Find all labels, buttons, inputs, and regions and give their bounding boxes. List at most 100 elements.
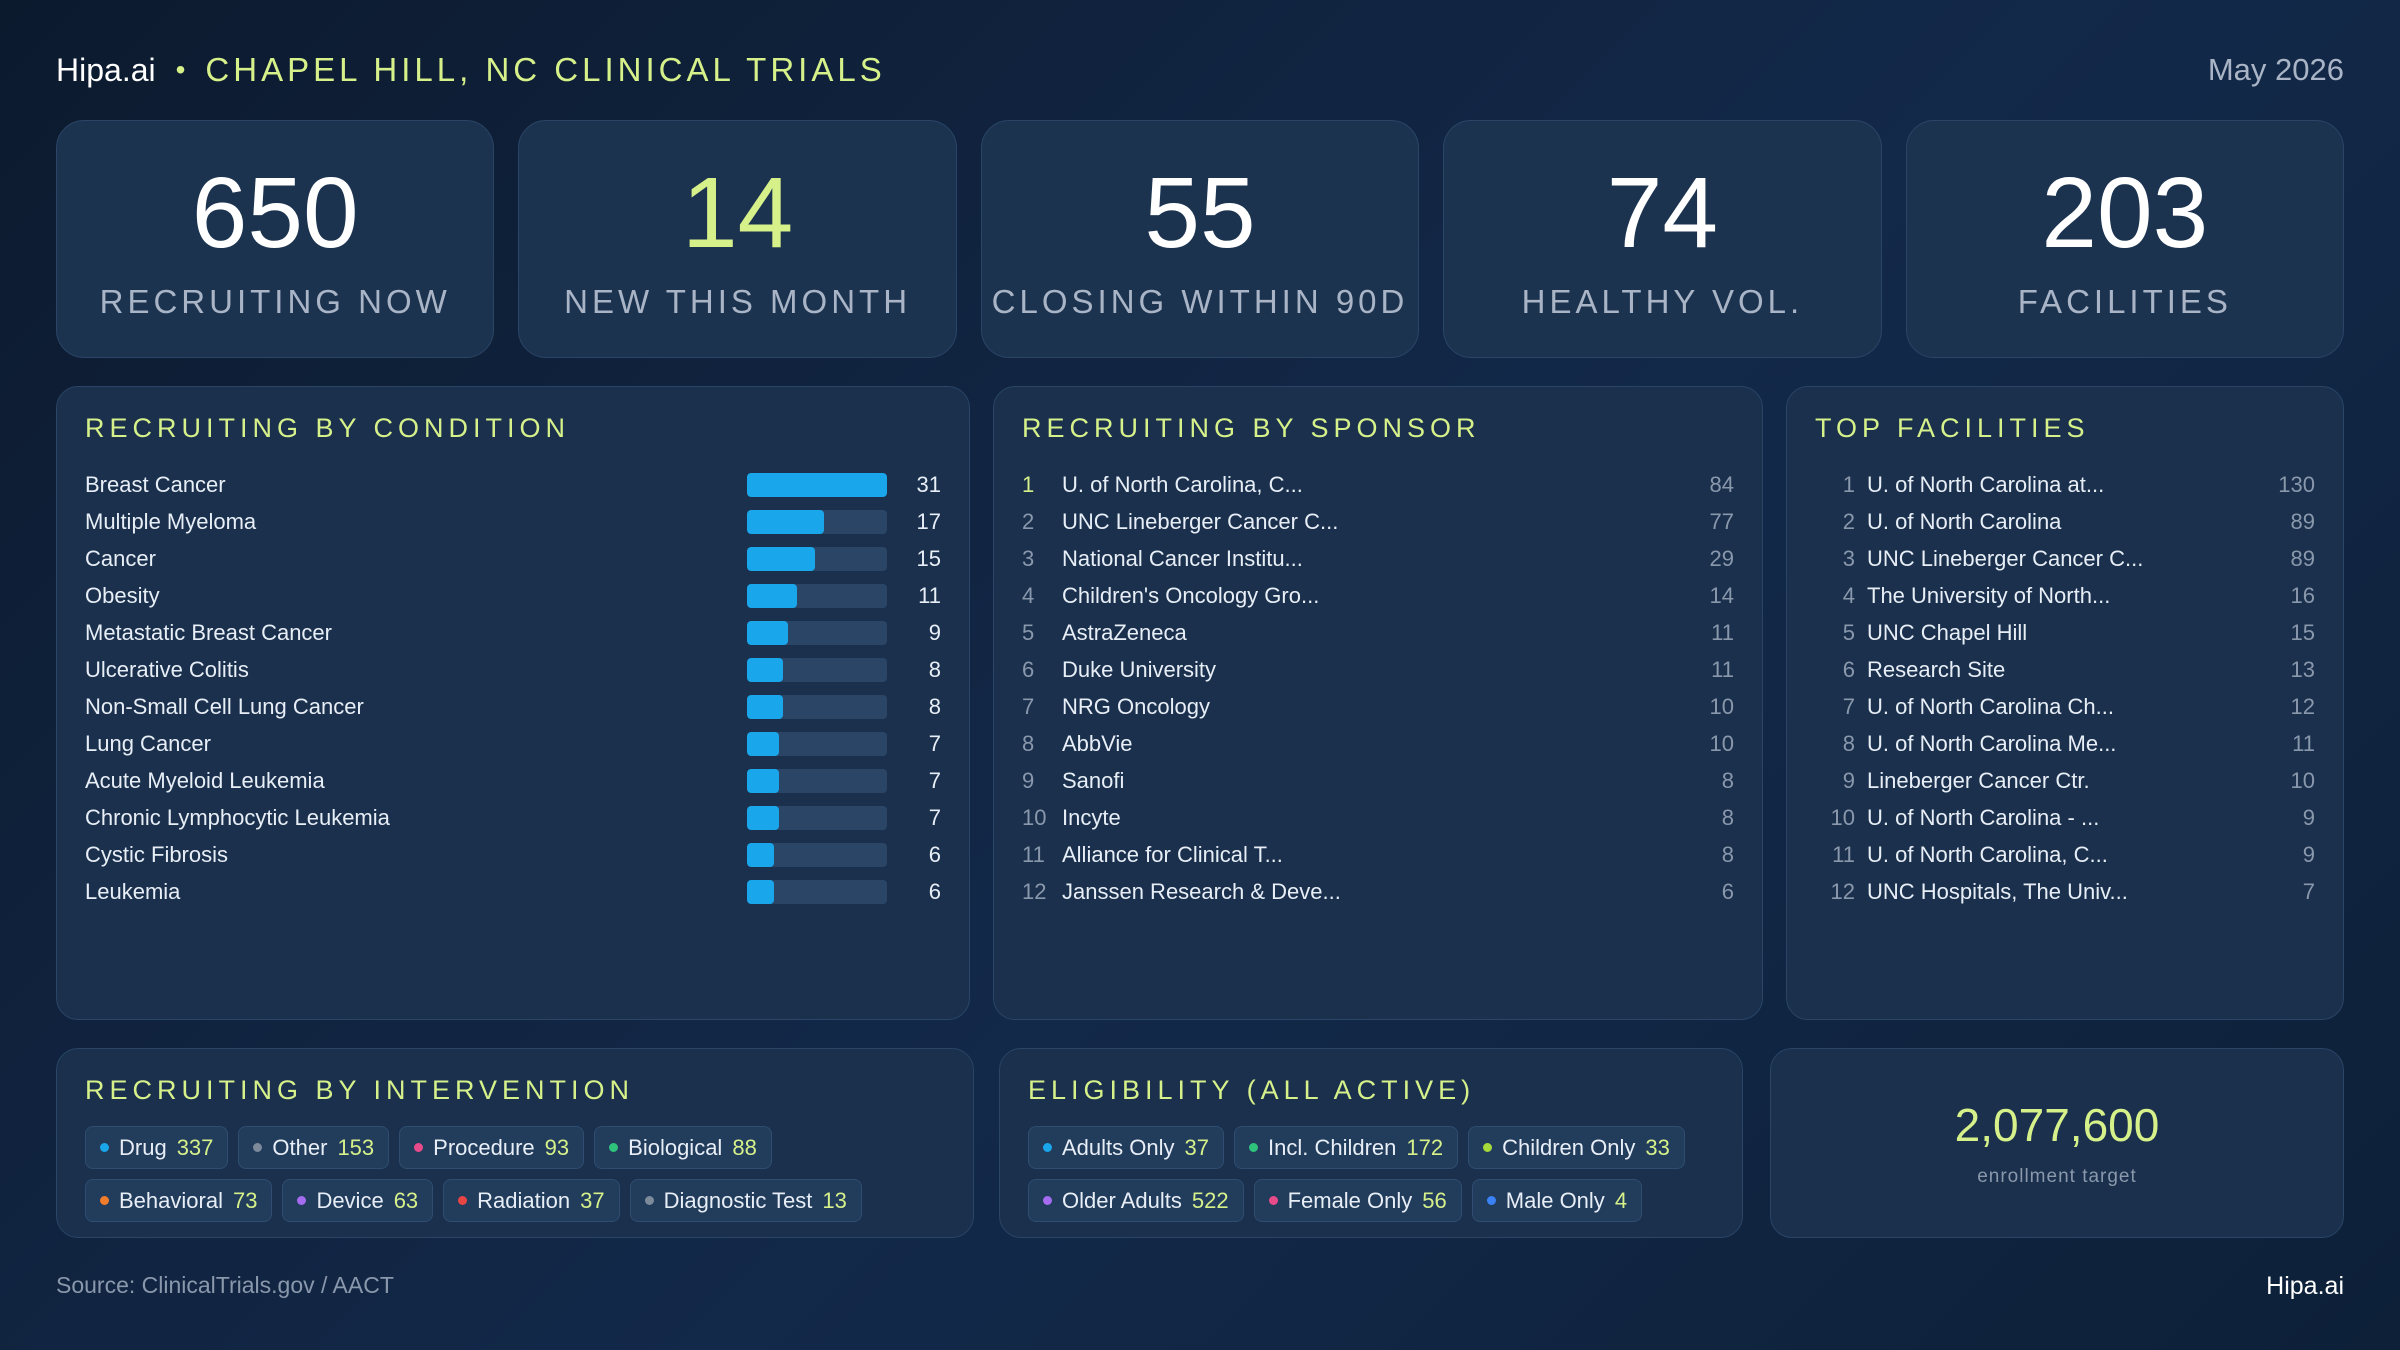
chip-count: 37	[580, 1187, 605, 1213]
condition-row: Acute Myeloid Leukemia 7	[85, 762, 941, 799]
facility-rank: 3	[1842, 545, 1855, 571]
condition-row: Lung Cancer 7	[85, 725, 941, 762]
chip-label: Female Only	[1287, 1187, 1413, 1213]
legend-dot-icon	[458, 1196, 468, 1205]
condition-bar-track	[747, 657, 888, 682]
sponsor-name: Sanofi	[1062, 767, 1125, 793]
legend-dot-icon	[100, 1196, 109, 1205]
kpi-label: FACILITIES	[2017, 283, 2232, 320]
condition-bar	[747, 472, 888, 497]
sponsor-rank: 7	[1022, 693, 1035, 719]
sponsor-name: Alliance for Clinical T...	[1062, 841, 1283, 867]
kpi-label: NEW THIS MONTH	[564, 283, 912, 320]
sponsor-rank: 1	[1022, 471, 1035, 497]
chip-label: Drug	[119, 1134, 167, 1160]
condition-bar-track	[747, 472, 888, 497]
intervention-chip: Procedure 93	[399, 1126, 585, 1169]
condition-name: Obesity	[85, 582, 160, 608]
sponsor-count: 6	[1721, 878, 1734, 904]
condition-name: Leukemia	[85, 878, 181, 904]
sponsor-rank: 5	[1022, 619, 1035, 645]
enrollment-panel: 2,077,600 enrollment target	[1770, 1048, 2344, 1238]
sponsor-name: Children's Oncology Gro...	[1062, 582, 1320, 608]
condition-count: 7	[928, 804, 941, 830]
condition-bar	[747, 546, 816, 571]
sponsor-count: 8	[1721, 841, 1734, 867]
sponsor-rank: 4	[1022, 582, 1035, 608]
sponsor-count: 11	[1711, 619, 1734, 645]
facility-name: U. of North Carolina Ch...	[1867, 693, 2114, 719]
chip-label: Male Only	[1505, 1187, 1605, 1213]
sponsor-name: AbbVie	[1062, 730, 1133, 756]
intervention-chip: Device 63	[282, 1179, 434, 1222]
condition-row: Ulcerative Colitis 8	[85, 651, 941, 688]
condition-count: 6	[928, 841, 941, 867]
chip-label: Other	[272, 1134, 328, 1160]
facility-rank: 9	[1842, 767, 1855, 793]
facility-row: 9 Lineberger Cancer Ctr. 10	[1815, 762, 2315, 799]
facility-name: Lineberger Cancer Ctr.	[1867, 767, 2090, 793]
header: Hipa.ai • CHAPEL HILL, NC CLINICAL TRIAL…	[56, 48, 2344, 92]
sponsor-name: Janssen Research & Deve...	[1062, 878, 1341, 904]
facility-count: 11	[2292, 730, 2315, 756]
condition-bar-track	[747, 583, 888, 608]
condition-bar	[747, 731, 779, 756]
chip-count: 63	[393, 1187, 419, 1213]
chip-count: 337	[176, 1134, 214, 1160]
sponsor-rank: 9	[1022, 767, 1035, 793]
condition-bar	[747, 583, 797, 608]
facility-name: U. of North Carolina Me...	[1867, 730, 2117, 756]
condition-bar-track	[747, 879, 888, 904]
sponsor-row: 5 AstraZeneca 11	[1022, 614, 1734, 651]
condition-name: Breast Cancer	[85, 471, 226, 497]
facility-name: U. of North Carolina at...	[1867, 471, 2105, 497]
facility-rank: 11	[1832, 841, 1855, 867]
sponsor-rank: 8	[1022, 730, 1035, 756]
sponsor-name: Duke University	[1062, 656, 1217, 682]
condition-bar-track	[747, 805, 888, 830]
condition-bar-track	[747, 620, 888, 645]
legend-dot-icon	[297, 1196, 307, 1205]
page-title: CHAPEL HILL, NC CLINICAL TRIALS	[205, 51, 886, 88]
condition-name: Metastatic Breast Cancer	[85, 619, 332, 645]
facility-rank: 10	[1830, 804, 1855, 830]
facility-row: 3 UNC Lineberger Cancer C... 89	[1815, 540, 2315, 577]
condition-bar-track	[747, 731, 888, 756]
panel-title: RECRUITING BY INTERVENTION	[85, 1075, 635, 1105]
chip-count: 522	[1191, 1187, 1229, 1213]
intervention-chip: Radiation 37	[443, 1179, 620, 1222]
sponsor-count: 77	[1709, 508, 1734, 534]
facility-list: 1 U. of North Carolina at... 130 2 U. of Nor…	[1815, 466, 2315, 910]
condition-count: 15	[916, 545, 941, 571]
condition-bar	[747, 768, 779, 793]
chip-count: 153	[337, 1134, 375, 1160]
intervention-panel: RECRUITING BY INTERVENTION Drug 337 Other 1…	[56, 1048, 974, 1238]
facility-row: 12 UNC Hospitals, The Univ... 7	[1815, 873, 2315, 910]
footer-brand: Hipa.ai	[2266, 1272, 2344, 1300]
intervention-chip: Biological 88	[594, 1126, 772, 1169]
eligibility-panel: ELIGIBILITY (ALL ACTIVE) Adults Only 37 In…	[999, 1048, 1743, 1238]
condition-name: Multiple Myeloma	[85, 508, 257, 534]
condition-list: Breast Cancer 31 Multiple Myeloma 17 Cancer 1…	[85, 466, 941, 910]
kpi-card-facilities: 203 FACILITIES	[1905, 120, 2345, 358]
facility-name: U. of North Carolina - ...	[1867, 804, 2100, 830]
kpi-card-healthy-volunteers: 74 HEALTHY VOL.	[1443, 120, 1882, 358]
condition-count: 7	[928, 767, 941, 793]
chip-count: 172	[1406, 1134, 1444, 1160]
intervention-chip-list: Drug 337 Other 153 Procedure 93 Biological 88 Be…	[85, 1126, 945, 1222]
facility-count: 13	[2290, 656, 2315, 682]
sponsor-rank: 2	[1022, 508, 1035, 534]
sponsor-name: National Cancer Institu...	[1062, 545, 1303, 571]
facility-count: 130	[2278, 471, 2315, 497]
intervention-chip: Drug 337	[85, 1126, 229, 1169]
condition-count: 8	[928, 693, 941, 719]
legend-dot-icon	[1483, 1143, 1493, 1152]
chip-count: 73	[232, 1187, 258, 1213]
kpi-label: RECRUITING NOW	[99, 283, 451, 320]
kpi-value: 74	[1606, 157, 1719, 269]
legend-dot-icon	[1043, 1143, 1052, 1152]
sponsor-row: 1 U. of North Carolina, C... 84	[1022, 466, 1734, 503]
eligibility-chip: Female Only 56	[1253, 1179, 1462, 1222]
kpi-value: 14	[681, 157, 794, 269]
condition-row: Obesity 11	[85, 577, 941, 614]
